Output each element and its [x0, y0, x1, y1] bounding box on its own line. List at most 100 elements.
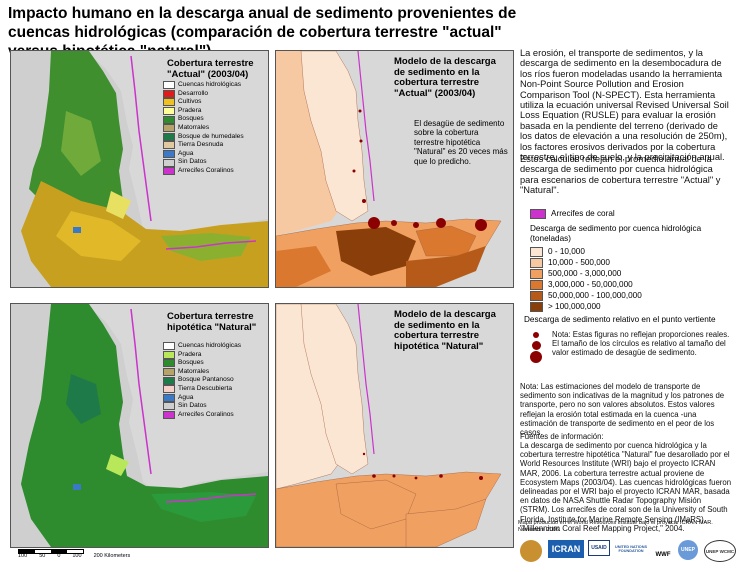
legend-natural-label: Pradera — [178, 350, 202, 358]
discharge-label: 3,000,000 - 50,000,000 — [548, 279, 633, 289]
discharge-legend: 0 - 10,000 10,000 - 500,000 500,000 - 3,00… — [530, 246, 642, 312]
legend-actual-swatch — [163, 141, 175, 150]
panel-actual-model: Modelo de la descarga de sedimento en la… — [275, 50, 514, 288]
discharge-label: 500,000 - 3,000,000 — [548, 268, 622, 278]
method-text: La erosión, el transporte de sedimentos,… — [520, 48, 729, 163]
discharge-class: 500,000 - 3,000,000 — [530, 268, 642, 279]
legend-actual-item: Cuencas hidrológicas — [163, 81, 244, 90]
scale-tick-label: 100 — [18, 553, 28, 559]
legend-natural-swatch — [163, 376, 175, 385]
legend-natural-label: Tierra Descubierta — [178, 384, 232, 392]
legend-actual-swatch — [163, 81, 175, 90]
discharge-swatch — [530, 246, 543, 257]
legend-natural-label: Bosque Pantanoso — [178, 376, 234, 384]
discharge-class: 3,000,000 - 50,000,000 — [530, 279, 642, 290]
legend-natural-swatch — [163, 350, 175, 359]
legend-natural-item: Bosques — [163, 359, 241, 368]
legend-natural-label: Agua — [178, 393, 194, 401]
legend-natural-label: Bosques — [178, 359, 204, 367]
discharge-class: > 100,000,000 — [530, 301, 642, 312]
legend-actual-item: Agua — [163, 150, 244, 159]
legend-natural-label: Cuencas hidrológicas — [178, 342, 242, 349]
legend-actual-label: Desarrollo — [178, 89, 209, 97]
legend-natural-swatch — [163, 385, 175, 394]
reef-legend: Arrecifes de coral — [530, 208, 615, 219]
scale-tick-label: 0 — [57, 553, 61, 559]
legend-actual-swatch — [163, 167, 175, 176]
legend-natural-item: Sin Datos — [163, 402, 241, 411]
legend-natural-swatch — [163, 393, 175, 402]
discharge-swatch — [530, 257, 543, 268]
legend-actual: Cuencas hidrológicas Desarrollo Cultivos Pr… — [163, 81, 244, 176]
legend-natural-item: Pradera — [163, 351, 241, 360]
discharge-swatch — [530, 279, 543, 290]
panel-title-actual-model: Modelo de la descarga de sedimento en la… — [394, 56, 496, 99]
legend-actual-swatch — [163, 98, 175, 107]
scale-bar — [18, 549, 84, 554]
legend-natural-swatch — [163, 342, 175, 351]
legend-natural-item: Cuencas hidrológicas — [163, 342, 241, 351]
legend-actual-item: Bosque de humedales — [163, 133, 244, 142]
scale-tick-label: 50 — [39, 553, 46, 559]
natural-sediment-map — [276, 304, 513, 547]
legend-actual-swatch — [163, 89, 175, 98]
legend-actual-label: Tierra Desnuda — [178, 141, 224, 149]
legend-actual-swatch — [163, 158, 175, 167]
legend-natural-item: Bosque Pantanoso — [163, 376, 241, 385]
legend-actual-swatch — [163, 107, 175, 116]
unep-logo: UNEP — [678, 540, 698, 560]
legend-actual-item: Sin Datos — [163, 158, 244, 167]
legend-natural-swatch — [163, 368, 175, 377]
legend-actual-label: Pradera — [178, 106, 202, 114]
discharge-label: > 100,000,000 — [548, 301, 601, 311]
discharge-swatch — [530, 290, 543, 301]
legend-actual-item: Bosques — [163, 115, 244, 124]
relative-title: Descarga de sedimento relativo en el pun… — [524, 315, 716, 324]
panel-actual-land-cover: Cobertura terrestre "Actual" (2003/04) C… — [10, 50, 269, 288]
scenario-text: Estos cálculos reflejan el promedio anua… — [520, 154, 721, 196]
panel-natural-model: Modelo de la descarga de sedimento en la… — [275, 303, 514, 548]
model-note: Nota: Las estimaciones del modelo de tra… — [520, 382, 725, 438]
legend-actual-item: Arrecifes Coralinos — [163, 167, 244, 176]
usaid-logo: USAID — [588, 540, 610, 556]
scale-tick-label: 200 Kilometers — [93, 553, 131, 559]
unep-wcmc-logo: UNEP WCMC — [704, 540, 736, 562]
legend-natural: Cuencas hidrológicas Pradera Bosques Matorr… — [163, 342, 241, 420]
medium-circle-icon — [531, 341, 541, 350]
legend-actual-label: Arrecifes Coralinos — [178, 166, 234, 174]
reef-swatch — [530, 208, 546, 219]
panel-title-actual-cover: Cobertura terrestre "Actual" (2003/04) — [167, 58, 254, 80]
panel-title-natural-model: Modelo de la descarga de sedimento en la… — [394, 309, 496, 352]
legend-actual-label: Sin Datos — [178, 158, 207, 166]
actual-sediment-map — [276, 51, 513, 287]
legend-natural-item: Arrecifes Coralinos — [163, 411, 241, 420]
scale-tick-label: 100 — [72, 553, 82, 559]
icran-logo: ICRAN — [548, 540, 584, 558]
circle-note: Nota: Estas figuras no reflejan proporci… — [552, 330, 730, 358]
legend-natural-item: Matorrales — [163, 368, 241, 377]
legend-natural-label: Sin Datos — [178, 402, 207, 410]
legend-natural-item: Tierra Descubierta — [163, 385, 241, 394]
legend-actual-swatch — [163, 150, 175, 159]
discharge-label: 50,000,000 - 100,000,000 — [548, 290, 642, 300]
large-circle-icon — [530, 351, 542, 363]
discharge-legend-title: Descarga de sedimento por cuenca hidroló… — [530, 224, 702, 243]
legend-actual-swatch — [163, 124, 175, 133]
credit-text: Mapa producido en el World Resources Ins… — [518, 520, 713, 533]
panel-title-natural-cover: Cobertura terrestre hipotética "Natural" — [167, 311, 257, 333]
wwf-logo: WWF — [655, 552, 671, 558]
legend-actual-label: Bosque de humedales — [178, 132, 244, 140]
legend-actual-label: Matorrales — [178, 123, 210, 131]
reef-legend-label: Arrecifes de coral — [551, 209, 615, 218]
unf-logo: UNITED NATIONS FOUNDATION — [615, 544, 647, 553]
legend-actual-swatch — [163, 132, 175, 141]
natural-land-cover-map — [11, 304, 268, 547]
sources-text: La descarga de sedimento por cuenca hidr… — [520, 441, 732, 533]
wri-logo-icon — [520, 540, 542, 562]
discharge-label: 0 - 10,000 — [548, 246, 585, 256]
discharge-swatch — [530, 268, 543, 279]
actual-land-cover-map — [11, 51, 268, 287]
legend-actual-label: Cultivos — [178, 98, 202, 106]
legend-natural-label: Matorrales — [178, 367, 210, 375]
legend-natural-swatch — [163, 411, 175, 420]
